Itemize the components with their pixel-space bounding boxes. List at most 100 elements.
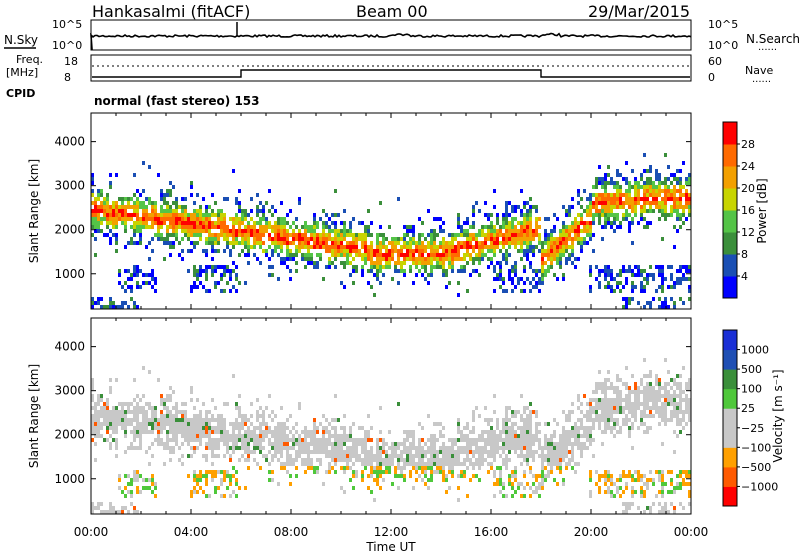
power-cell — [505, 217, 508, 221]
power-cell — [397, 253, 400, 257]
power-cell — [634, 209, 637, 213]
velocity-cell — [595, 398, 598, 402]
power-cell — [175, 197, 178, 201]
power-cell — [331, 237, 334, 241]
velocity-cell — [202, 454, 205, 458]
power-cell — [403, 245, 406, 249]
power-cell — [115, 205, 118, 209]
velocity-cell — [358, 454, 361, 458]
velocity-cell — [259, 446, 262, 450]
power-cell — [385, 261, 388, 265]
power-cell — [256, 221, 259, 225]
velocity-cell — [493, 430, 496, 434]
power-cell — [121, 209, 124, 213]
power-cell — [544, 273, 547, 277]
power-cell — [634, 273, 637, 277]
power-cell — [505, 205, 508, 209]
power-cell — [328, 245, 331, 249]
power-cell — [601, 269, 604, 273]
velocity-cell — [196, 438, 199, 442]
power-cell — [643, 169, 646, 173]
power-cell — [613, 277, 616, 281]
velocity-cell — [514, 466, 517, 470]
power-cell — [229, 253, 232, 257]
velocity-cell — [679, 406, 682, 410]
power-cell — [313, 261, 316, 265]
power-cell — [136, 217, 139, 221]
power-cell — [277, 225, 280, 229]
velocity-cell — [190, 434, 193, 438]
velocity-cell — [181, 422, 184, 426]
power-cell — [652, 185, 655, 189]
power-cell — [193, 269, 196, 273]
velocity-cell — [520, 418, 523, 422]
velocity-cell — [484, 458, 487, 462]
power-cell — [511, 241, 514, 245]
power-cell — [193, 217, 196, 221]
power-cell — [580, 197, 583, 201]
velocity-cell — [535, 414, 538, 418]
velocity-cell — [511, 482, 514, 486]
power-cell — [532, 277, 535, 281]
power-cell — [127, 201, 130, 205]
power-cell — [190, 233, 193, 237]
velocity-cell — [214, 438, 217, 442]
velocity-cell — [379, 430, 382, 434]
velocity-cell — [214, 454, 217, 458]
nsearch-label: N.Search — [746, 32, 800, 46]
velocity-cell — [103, 422, 106, 426]
power-cell — [556, 249, 559, 253]
velocity-cell — [604, 378, 607, 382]
velocity-cell — [667, 394, 670, 398]
power-cell — [535, 269, 538, 273]
velocity-cell — [646, 430, 649, 434]
power-cell — [250, 229, 253, 233]
velocity-cell — [217, 422, 220, 426]
power-cell — [268, 257, 271, 261]
velocity-cell — [151, 478, 154, 482]
power-cell — [214, 281, 217, 285]
power-cell — [574, 265, 577, 269]
velocity-cell — [541, 478, 544, 482]
power-cell — [283, 217, 286, 221]
power-cell — [676, 281, 679, 285]
velocity-cell — [370, 438, 373, 442]
power-cell — [538, 277, 541, 281]
power-cell — [520, 229, 523, 233]
velocity-cell — [631, 410, 634, 414]
velocity-cell — [223, 494, 226, 498]
velocity-cell — [634, 414, 637, 418]
power-cell — [157, 217, 160, 221]
power-cell — [388, 225, 391, 229]
velocity-cell — [382, 458, 385, 462]
power-cell — [631, 201, 634, 205]
power-cell — [175, 237, 178, 241]
power-cell — [205, 229, 208, 233]
power-cell — [679, 193, 682, 197]
velocity-cell — [517, 434, 520, 438]
power-cell — [232, 217, 235, 221]
power-cell — [526, 257, 529, 261]
velocity-cell — [481, 450, 484, 454]
velocity-cell — [430, 470, 433, 474]
power-cell — [289, 257, 292, 261]
power-cell — [91, 305, 94, 309]
velocity-cell — [370, 446, 373, 450]
velocity-cell — [661, 414, 664, 418]
velocity-cell — [571, 458, 574, 462]
velocity-cell — [466, 422, 469, 426]
velocity-cell — [655, 402, 658, 406]
power-cell — [349, 241, 352, 245]
power-cell — [499, 241, 502, 245]
power-cell — [628, 205, 631, 209]
power-cell — [229, 229, 232, 233]
power-cell — [631, 221, 634, 225]
power-cell — [115, 225, 118, 229]
velocity-cell — [322, 438, 325, 442]
velocity-cell — [688, 382, 691, 386]
power-cell — [661, 281, 664, 285]
velocity-cell — [208, 470, 211, 474]
velocity-cell — [376, 454, 379, 458]
velocity-cell — [505, 454, 508, 458]
power-cell — [523, 289, 526, 293]
